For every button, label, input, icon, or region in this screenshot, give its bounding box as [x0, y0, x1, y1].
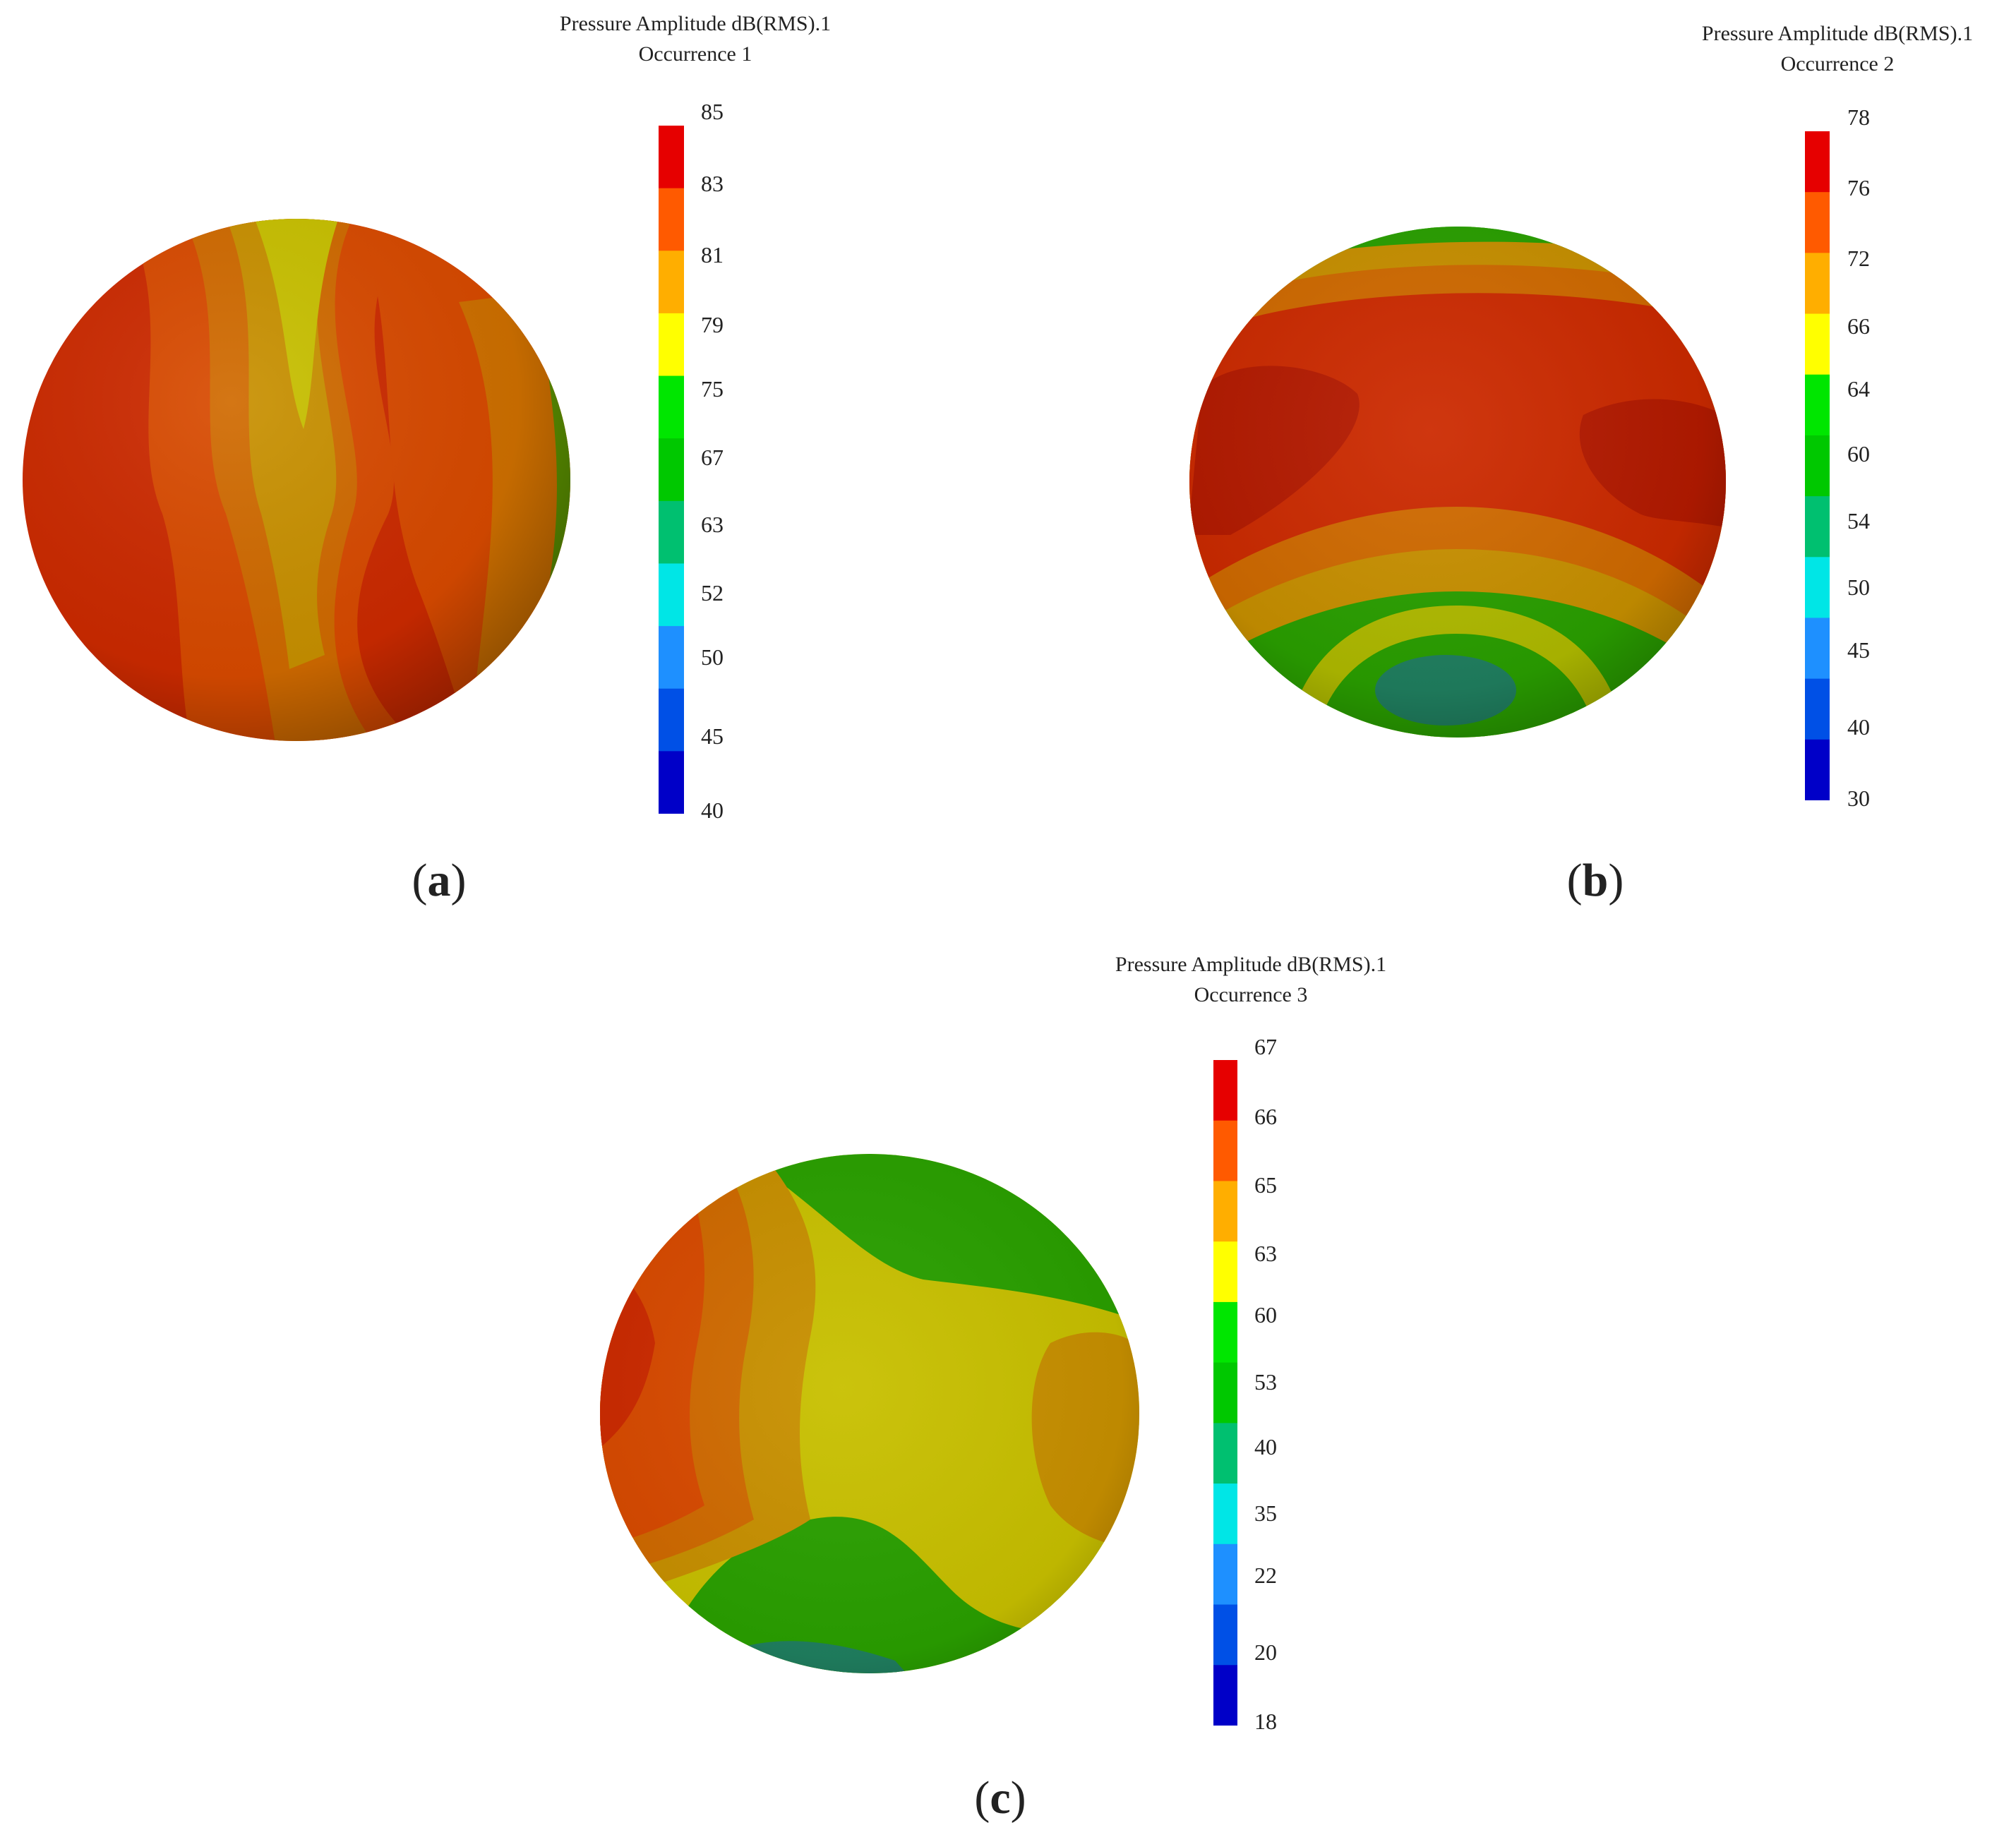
- tick-label: 52: [701, 580, 724, 606]
- colorbar-swatch: [1213, 1362, 1237, 1423]
- legend-title-line2: Occurrence 3: [1194, 983, 1308, 1006]
- colorbar-swatch: [1805, 374, 1830, 436]
- tick-label: 35: [1254, 1500, 1277, 1526]
- colorbar-swatch: [659, 188, 684, 251]
- tick-label: 63: [1254, 1241, 1277, 1266]
- tick-label: 81: [701, 242, 724, 267]
- colorbar-swatch: [1213, 1483, 1237, 1545]
- panel-letter: b: [1582, 855, 1609, 906]
- tick-label: 63: [701, 512, 724, 537]
- colorbar-swatch: [1213, 1423, 1237, 1484]
- legend-title-c: Pressure Amplitude dB(RMS).1 Occurrence …: [1115, 949, 1386, 1010]
- colorbar-c: [1213, 1060, 1237, 1726]
- legend-title-line1: Pressure Amplitude dB(RMS).1: [559, 12, 832, 35]
- colorbar-swatch: [659, 438, 684, 502]
- tick-label: 20: [1254, 1639, 1277, 1665]
- colorbar-swatch: [1213, 1241, 1237, 1303]
- tick-label: 66: [1847, 313, 1870, 339]
- legend-title-line2: Occurrence 1: [638, 42, 752, 66]
- sphere-b: [1189, 227, 1726, 738]
- colorbar-swatch: [1213, 1060, 1237, 1121]
- tick-label: 45: [1847, 637, 1870, 663]
- tick-label: 18: [1254, 1709, 1277, 1734]
- colorbar-swatch: [1805, 313, 1830, 375]
- colorbar-swatch: [1805, 739, 1830, 800]
- sphere-shading: [23, 219, 570, 741]
- colorbar-swatch: [1805, 678, 1830, 740]
- tick-label: 78: [1847, 104, 1870, 130]
- sphere-shading: [600, 1154, 1139, 1673]
- colorbar-swatch: [1805, 618, 1830, 680]
- legend-title-line1: Pressure Amplitude dB(RMS).1: [1115, 953, 1387, 976]
- tick-label: 76: [1847, 175, 1870, 200]
- tick-label: 75: [701, 376, 724, 402]
- colorbar-swatch: [1213, 1120, 1237, 1181]
- tick-label: 85: [701, 99, 724, 124]
- legend-title-line1: Pressure Amplitude dB(RMS).1: [1701, 22, 1974, 45]
- colorbar-swatch: [659, 126, 684, 189]
- colorbar-swatch: [659, 626, 684, 690]
- legend-title-b: Pressure Amplitude dB(RMS).1 Occurrence …: [1702, 18, 1973, 79]
- tick-label: 72: [1847, 246, 1870, 271]
- tick-label: 60: [1847, 441, 1870, 466]
- colorbar-swatch: [1805, 557, 1830, 618]
- colorbar-swatch: [1213, 1604, 1237, 1666]
- panel-label-c: (c): [974, 1772, 1026, 1824]
- sphere-a: [23, 219, 570, 741]
- colorbar-b: [1805, 131, 1830, 800]
- colorbar-swatch: [659, 751, 684, 814]
- panel-label-a: (a): [412, 855, 467, 906]
- tick-label: 53: [1254, 1369, 1277, 1395]
- tick-label: 22: [1254, 1563, 1277, 1588]
- colorbar-swatch: [659, 313, 684, 377]
- colorbar-swatch: [659, 375, 684, 439]
- tick-label: 40: [1847, 714, 1870, 740]
- tick-label: 50: [1847, 574, 1870, 600]
- tick-label: 65: [1254, 1172, 1277, 1198]
- colorbar-swatch: [1213, 1181, 1237, 1242]
- tick-label: 64: [1847, 376, 1870, 402]
- colorbar-swatch: [1805, 253, 1830, 315]
- sphere-c: [600, 1154, 1139, 1673]
- tick-label: 79: [701, 312, 724, 337]
- colorbar-a: [659, 126, 684, 814]
- colorbar-swatch: [659, 563, 684, 627]
- colorbar-swatch: [1805, 496, 1830, 558]
- panel-letter: a: [427, 855, 451, 906]
- panel-label-b: (b): [1566, 855, 1624, 906]
- tick-label: 45: [701, 723, 724, 749]
- colorbar-swatch: [1805, 192, 1830, 253]
- colorbar-swatch: [659, 251, 684, 314]
- tick-label: 83: [701, 171, 724, 196]
- sphere-shading: [1189, 227, 1726, 738]
- tick-label: 40: [701, 797, 724, 823]
- tick-label: 67: [1254, 1034, 1277, 1059]
- tick-label: 67: [701, 445, 724, 470]
- panel-letter: c: [990, 1772, 1011, 1824]
- colorbar-swatch: [1805, 435, 1830, 497]
- colorbar-swatch: [1213, 1301, 1237, 1364]
- colorbar-swatch: [1213, 1543, 1237, 1606]
- tick-label: 54: [1847, 508, 1870, 534]
- tick-label: 30: [1847, 785, 1870, 811]
- colorbar-swatch: [1213, 1665, 1237, 1726]
- legend-title-line2: Occurrence 2: [1780, 52, 1895, 76]
- legend-title-a: Pressure Amplitude dB(RMS).1 Occurrence …: [560, 8, 831, 69]
- tick-label: 60: [1254, 1302, 1277, 1328]
- colorbar-swatch: [659, 500, 684, 564]
- tick-label: 50: [701, 644, 724, 670]
- colorbar-swatch: [1805, 131, 1830, 193]
- colorbar-swatch: [659, 688, 684, 752]
- tick-label: 66: [1254, 1104, 1277, 1129]
- tick-label: 40: [1254, 1434, 1277, 1459]
